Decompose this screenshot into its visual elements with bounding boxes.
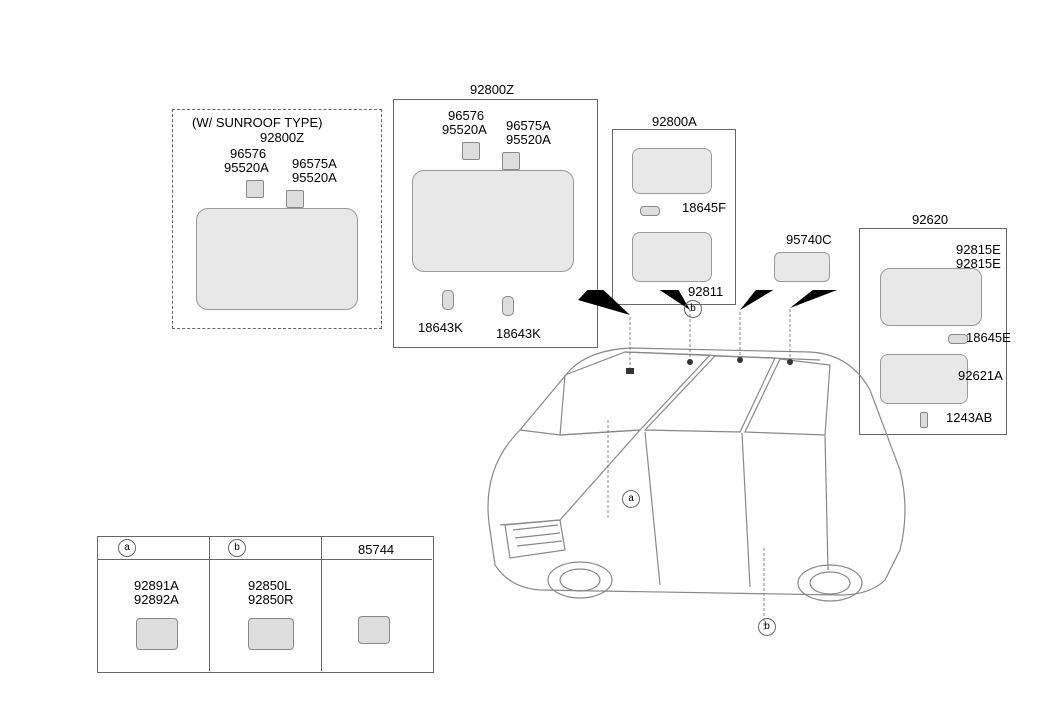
label-92621A: 92621A <box>958 368 1003 383</box>
label-18645E: 18645E <box>966 330 1011 345</box>
table-header-a: a <box>118 539 136 557</box>
part-mic-b1 <box>462 142 480 160</box>
label-95520A-a1: 95520A <box>224 160 269 175</box>
part-lens <box>632 232 712 282</box>
part-bulb-f <box>640 206 660 216</box>
part-92850 <box>248 618 294 650</box>
circle-b-roof: b <box>684 300 702 318</box>
table-header-b: b <box>228 539 246 557</box>
label-92891A: 92891A <box>134 578 179 593</box>
label-92800Z-a: 92800Z <box>260 130 304 145</box>
label-95520A-b2: 95520A <box>506 132 551 147</box>
table-col-1 <box>209 536 210 671</box>
label-18645F: 18645F <box>682 200 726 215</box>
label-95740C: 95740C <box>786 232 832 247</box>
sunroof-type-label: (W/ SUNROOF TYPE) <box>192 115 322 130</box>
label-92892A: 92892A <box>134 592 179 607</box>
table-div-2 <box>209 536 322 560</box>
label-92815E-a: 92815E <box>956 242 1001 257</box>
part-92891 <box>136 618 178 650</box>
label-92800Z-b: 92800Z <box>470 82 514 97</box>
part-console-b <box>412 170 574 272</box>
label-96575A-b: 96575A <box>506 118 551 133</box>
label-96576-a: 96576 <box>230 146 266 161</box>
label-92620: 92620 <box>912 212 948 227</box>
table-div-1 <box>97 536 210 560</box>
label-92850R: 92850R <box>248 592 294 607</box>
part-mic-a1 <box>246 180 264 198</box>
label-96576-b: 96576 <box>448 108 484 123</box>
label-85744: 85744 <box>358 542 394 557</box>
label-1243AB: 1243AB <box>946 410 992 425</box>
label-95520A-b1: 95520A <box>442 122 487 137</box>
part-mic-b2 <box>502 152 520 170</box>
circle-b-side: b <box>758 618 776 636</box>
part-mic-a2 <box>286 190 304 208</box>
table-col-2 <box>321 536 322 671</box>
vehicle-illustration <box>430 290 940 640</box>
label-96575A-a: 96575A <box>292 156 337 171</box>
part-85744 <box>358 616 390 644</box>
label-92850L: 92850L <box>248 578 291 593</box>
label-92800A: 92800A <box>652 114 697 129</box>
circle-a-roof: a <box>622 490 640 508</box>
part-lamp-top <box>632 148 712 194</box>
part-console-a <box>196 208 358 310</box>
part-bulb-e <box>948 334 968 344</box>
label-95520A-a2: 95520A <box>292 170 337 185</box>
part-95740C <box>774 252 830 282</box>
